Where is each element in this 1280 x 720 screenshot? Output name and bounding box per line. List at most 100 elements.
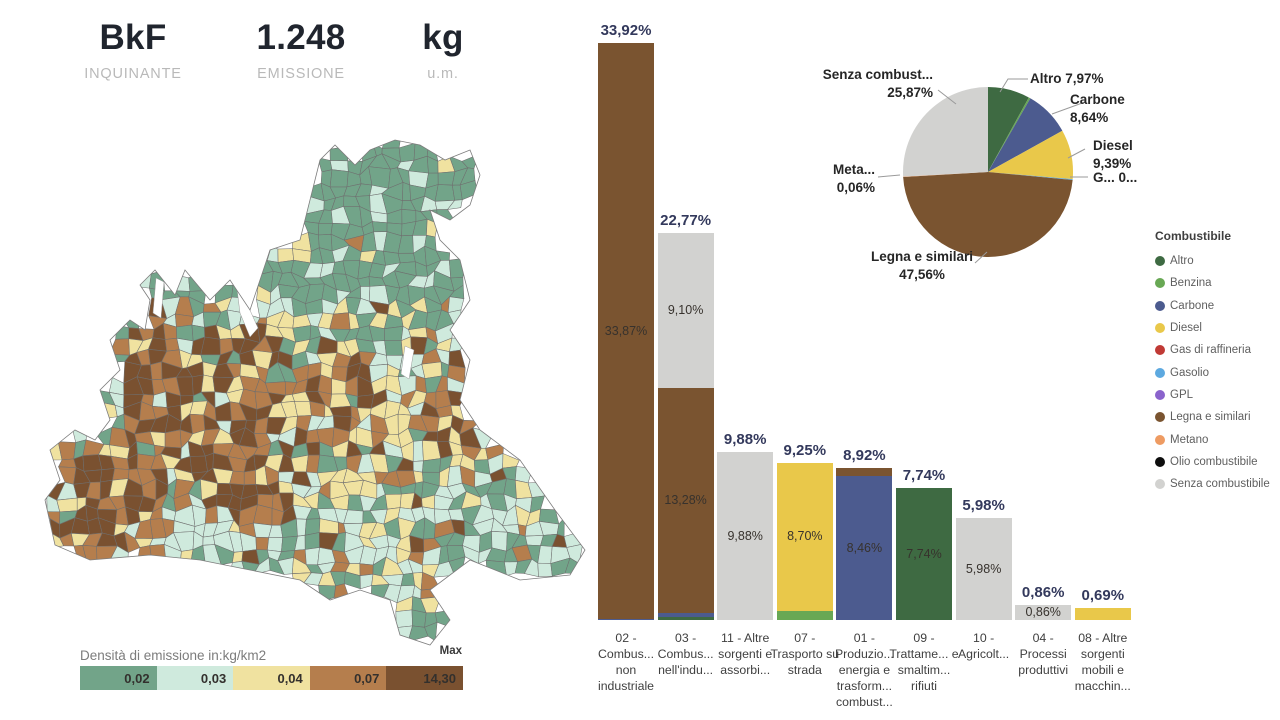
bar-segment-senza-combustibile[interactable]: 5,98% xyxy=(955,518,1012,620)
map-municipality-cell[interactable] xyxy=(333,583,352,604)
map-municipality-cell[interactable] xyxy=(150,361,163,381)
pie-slice-diesel[interactable] xyxy=(988,130,1073,180)
bar-segment-diesel[interactable] xyxy=(1074,608,1131,620)
map-municipality-cell[interactable] xyxy=(412,440,424,462)
map-municipality-cell[interactable] xyxy=(290,454,309,473)
map-municipality-cell[interactable] xyxy=(136,545,152,564)
map-municipality-cell[interactable] xyxy=(243,469,257,486)
map-municipality-cell[interactable] xyxy=(537,562,553,577)
bar-07[interactable]: 8,70% xyxy=(776,462,833,620)
map-municipality-cell[interactable] xyxy=(149,544,167,565)
map-municipality-cell[interactable] xyxy=(422,458,442,473)
map-municipality-cell[interactable] xyxy=(95,426,113,446)
fuel-legend-item-benzina[interactable]: Benzina xyxy=(1155,272,1280,294)
map-municipality-cell[interactable] xyxy=(384,325,404,341)
map-municipality-cell[interactable] xyxy=(412,460,424,473)
map-municipality-cell[interactable] xyxy=(317,374,332,395)
map-municipality-cell[interactable] xyxy=(305,441,320,456)
map-municipality-cell[interactable] xyxy=(202,535,216,546)
map-municipality-cell[interactable] xyxy=(504,561,518,577)
map-municipality-cell[interactable] xyxy=(436,209,456,224)
bar-segment-senza-combustibile[interactable]: 9,88% xyxy=(717,452,774,620)
bar-segment-carbone[interactable]: 8,46% xyxy=(836,476,893,620)
map-municipality-cell[interactable] xyxy=(485,559,507,578)
bar-01[interactable]: 8,46% xyxy=(836,468,893,620)
bar-segment-benzina[interactable] xyxy=(776,610,833,620)
map-municipality-cell[interactable] xyxy=(502,453,520,469)
map-municipality-cell[interactable] xyxy=(372,221,388,233)
map-municipality-cell[interactable] xyxy=(267,537,284,553)
fuel-legend-item-gasolio[interactable]: Gasolio xyxy=(1155,361,1280,383)
map-municipality-cell[interactable] xyxy=(449,257,466,279)
map-municipality-cell[interactable] xyxy=(189,455,208,474)
map-municipality-cell[interactable] xyxy=(411,609,427,628)
fuel-legend-item-altro[interactable]: Altro xyxy=(1155,250,1280,272)
map-municipality-cell[interactable] xyxy=(304,532,320,550)
municipality-cells[interactable] xyxy=(45,135,584,642)
map-municipality-cell[interactable] xyxy=(397,252,416,264)
map-municipality-cell[interactable] xyxy=(318,223,333,236)
pie-slice-legna-e-similari[interactable] xyxy=(903,172,1073,258)
map-municipality-cell[interactable] xyxy=(296,518,307,537)
pie-slice-senza-combustibile[interactable] xyxy=(903,87,988,177)
map-municipality-cell[interactable] xyxy=(434,609,454,629)
map-municipality-cell[interactable] xyxy=(108,377,125,396)
map-municipality-cell[interactable] xyxy=(447,390,467,406)
bar-02[interactable]: 33,87% xyxy=(598,43,654,620)
map-municipality-cell[interactable] xyxy=(400,572,416,587)
bar-segment-legna-e-similari[interactable]: 33,87% xyxy=(598,43,654,620)
pie-slice-altro[interactable] xyxy=(988,87,1029,172)
pie-slice-carbone[interactable] xyxy=(988,98,1063,172)
bar-segment-legna-e-similari[interactable] xyxy=(836,468,893,477)
map-municipality-cell[interactable] xyxy=(56,497,78,513)
fuel-legend-item-metano[interactable]: Metano xyxy=(1155,428,1280,450)
map-municipality-cell[interactable] xyxy=(421,361,443,379)
map-municipality-cell[interactable] xyxy=(112,468,130,481)
map-municipality-cell[interactable] xyxy=(398,142,416,163)
bar-segment-diesel[interactable]: 8,70% xyxy=(776,462,833,611)
bar-segment-legna-e-similari[interactable]: 13,28% xyxy=(657,387,714,614)
map-municipality-cell[interactable] xyxy=(231,551,244,563)
map-municipality-cell[interactable] xyxy=(329,169,349,188)
bar-03[interactable]: 9,10% 13,28% xyxy=(657,232,714,620)
bar-segment-altro[interactable] xyxy=(657,616,714,620)
bar-segment-carbone[interactable] xyxy=(657,613,714,617)
pie-slice-benzina[interactable] xyxy=(988,97,1031,172)
bar-segment-altro[interactable]: 7,74% xyxy=(896,488,952,620)
fuel-legend-item-diesel[interactable]: Diesel xyxy=(1155,317,1280,339)
map-municipality-cell[interactable] xyxy=(448,349,466,369)
fuel-legend-item-gpl[interactable]: GPL xyxy=(1155,384,1280,406)
fuel-legend-item-olio-combustibile[interactable]: Olio combustibile xyxy=(1155,451,1280,473)
fuel-legend-item-gas-di-raffineria[interactable]: Gas di raffineria xyxy=(1155,339,1280,361)
bar-04[interactable]: 0,86% xyxy=(1015,605,1072,620)
map-municipality-cell[interactable] xyxy=(449,337,468,353)
pie-slice-metano[interactable] xyxy=(903,172,988,177)
map-municipality-cell[interactable] xyxy=(255,536,270,551)
map-municipality-cell[interactable] xyxy=(304,547,320,566)
map-municipality-cell[interactable] xyxy=(188,273,207,292)
bar-10[interactable]: 5,98% xyxy=(955,518,1012,620)
map-municipality-cell[interactable] xyxy=(395,609,413,628)
map-municipality-cell[interactable] xyxy=(329,405,352,417)
map-municipality-cell[interactable] xyxy=(447,296,465,313)
map-municipality-cell[interactable] xyxy=(384,493,402,510)
bar-08[interactable] xyxy=(1074,608,1131,620)
bar-segment-senza-combustibile[interactable]: 0,86% xyxy=(1015,605,1072,620)
map-municipality-cell[interactable] xyxy=(434,184,456,202)
map-municipality-cell[interactable] xyxy=(437,171,456,186)
map-municipality-cell[interactable] xyxy=(58,458,77,468)
map-municipality-cell[interactable] xyxy=(359,563,374,577)
bar-09[interactable]: 7,74% xyxy=(896,488,952,620)
pie-slice-gasolio[interactable] xyxy=(988,172,1073,180)
map-municipality-cell[interactable] xyxy=(164,429,182,449)
map-municipality-cell[interactable] xyxy=(359,573,374,590)
bar-segment-senza-combustibile[interactable]: 9,10% xyxy=(657,232,714,388)
bar-segment-carbone[interactable] xyxy=(598,619,654,620)
map-municipality-cell[interactable] xyxy=(179,549,194,564)
map-municipality-cell[interactable] xyxy=(446,199,463,210)
map-municipality-cell[interactable] xyxy=(384,340,403,356)
bar-11[interactable]: 9,88% xyxy=(717,452,774,620)
map-municipality-cell[interactable] xyxy=(303,221,320,236)
fuel-legend-item-legna-e-similari[interactable]: Legna e similari xyxy=(1155,406,1280,428)
map-municipality-cell[interactable] xyxy=(537,545,553,564)
